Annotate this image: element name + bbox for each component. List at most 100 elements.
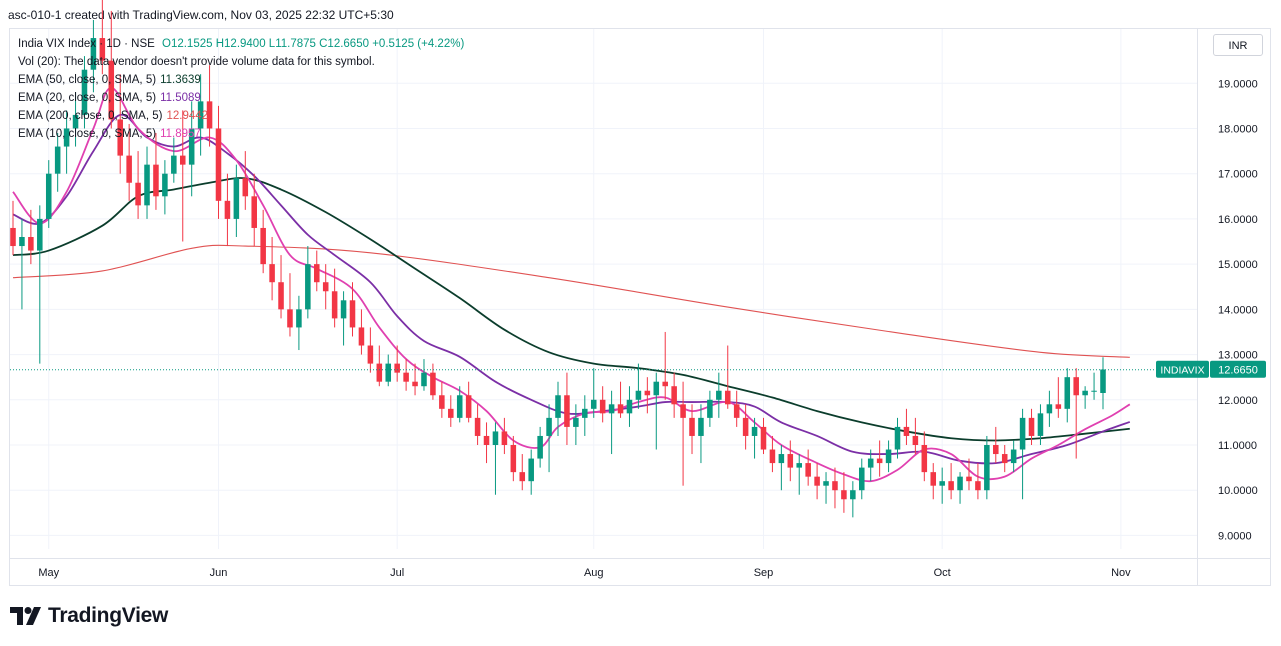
- candle-body: [28, 237, 34, 251]
- candle-body: [233, 178, 240, 219]
- candle-body: [358, 327, 365, 346]
- candle: [617, 381, 624, 418]
- candle-body: [224, 200, 231, 219]
- candle-body: [251, 196, 257, 228]
- indicator-label: EMA (10, close, 0, SMA, 5): [18, 128, 157, 140]
- candle: [662, 331, 668, 400]
- candle: [430, 363, 436, 400]
- y-tick-label: 18.0000: [1218, 123, 1258, 135]
- candle: [671, 372, 677, 418]
- candle-body: [948, 481, 954, 491]
- candle-body: [957, 476, 963, 491]
- candle-body: [153, 164, 159, 197]
- candle: [117, 74, 123, 174]
- x-tick-label: Nov: [1111, 567, 1131, 579]
- candle: [912, 417, 919, 455]
- y-tick-label: 10.0000: [1218, 485, 1258, 497]
- candle-body: [81, 69, 88, 115]
- indicator-ema20[interactable]: EMA (20, close, 0, SMA, 5) 11.5089: [18, 89, 464, 107]
- symbol-row[interactable]: India VIX Index · 1D · NSE O12.1525 H12.…: [18, 35, 464, 53]
- candle-body: [1046, 404, 1053, 414]
- candle: [171, 137, 177, 183]
- candle-body: [733, 404, 740, 418]
- candle-body: [966, 476, 972, 482]
- candle-body: [528, 458, 534, 482]
- candle-body: [10, 227, 16, 247]
- open-value: O12.1525: [162, 38, 213, 50]
- candle: [921, 431, 928, 482]
- candle: [492, 422, 499, 495]
- candle: [814, 463, 820, 500]
- candle-body: [1001, 454, 1008, 464]
- candle: [796, 454, 802, 495]
- candle: [769, 435, 776, 473]
- currency-button[interactable]: INR: [1213, 34, 1263, 56]
- candle-body: [501, 431, 508, 445]
- candle: [1019, 408, 1026, 500]
- candle: [751, 417, 758, 459]
- candle: [456, 386, 463, 423]
- candle: [126, 123, 132, 201]
- indicator-ema10[interactable]: EMA (10, close, 0, SMA, 5) 11.8957: [18, 125, 464, 143]
- candle: [519, 454, 526, 491]
- candle-layer[interactable]: [10, 0, 1106, 518]
- candle-body: [760, 426, 767, 450]
- candle: [197, 74, 204, 156]
- candle: [787, 440, 794, 482]
- candle: [224, 173, 231, 247]
- candle-body: [376, 363, 383, 382]
- candle-body: [635, 390, 642, 400]
- candle: [72, 92, 79, 147]
- candle-body: [206, 101, 213, 129]
- candle: [233, 164, 240, 237]
- y-tick-label: 19.0000: [1218, 78, 1258, 90]
- ema-line: [12, 244, 1130, 358]
- candle: [251, 173, 257, 247]
- volume-note[interactable]: Vol (20): The data vendor doesn't provid…: [18, 56, 375, 68]
- candle-body: [99, 38, 106, 61]
- candle: [474, 404, 481, 445]
- tradingview-logo[interactable]: TradingView: [10, 604, 168, 628]
- candle: [296, 295, 302, 351]
- candle-body: [179, 155, 186, 165]
- candle: [162, 160, 168, 215]
- candle-body: [805, 463, 811, 477]
- x-tick-label: May: [38, 567, 59, 579]
- candle: [188, 101, 195, 197]
- candle: [412, 363, 418, 396]
- candle: [590, 368, 597, 418]
- candle: [537, 426, 543, 468]
- indicator-label: EMA (200, close, 0, SMA, 5): [18, 110, 163, 122]
- candle-body: [242, 178, 249, 197]
- candle-body: [769, 449, 776, 464]
- candle-body: [984, 445, 990, 491]
- candle: [1001, 445, 1008, 473]
- candle: [975, 463, 981, 500]
- indicator-value: 11.5089: [160, 92, 201, 104]
- candle-body: [751, 426, 758, 436]
- candle: [314, 250, 320, 292]
- last-price-tag: [1210, 360, 1266, 378]
- candle-body: [188, 128, 195, 165]
- candle: [841, 472, 847, 513]
- x-tick-label: Aug: [584, 567, 604, 579]
- candle-body: [162, 173, 168, 197]
- candle-body: [367, 345, 374, 364]
- candle: [903, 408, 910, 445]
- chart-frame[interactable]: [9, 28, 1271, 586]
- candle-body: [465, 395, 472, 418]
- candle: [680, 381, 686, 486]
- candle: [215, 105, 222, 219]
- indicator-ema50[interactable]: EMA (50, close, 0, SMA, 5) 11.3639: [18, 71, 464, 89]
- candle-body: [894, 426, 901, 450]
- candle-body: [975, 481, 981, 491]
- candle: [984, 435, 990, 500]
- candle-body: [72, 114, 79, 129]
- indicator-ema200[interactable]: EMA (200, close, 0, SMA, 5) 12.9442: [18, 107, 464, 125]
- symbol-label[interactable]: India VIX Index · 1D · NSE: [18, 38, 155, 50]
- candle: [1073, 368, 1079, 459]
- candle-body: [823, 481, 829, 486]
- candle-body: [492, 431, 499, 445]
- tradingview-brand: TradingView: [48, 604, 169, 627]
